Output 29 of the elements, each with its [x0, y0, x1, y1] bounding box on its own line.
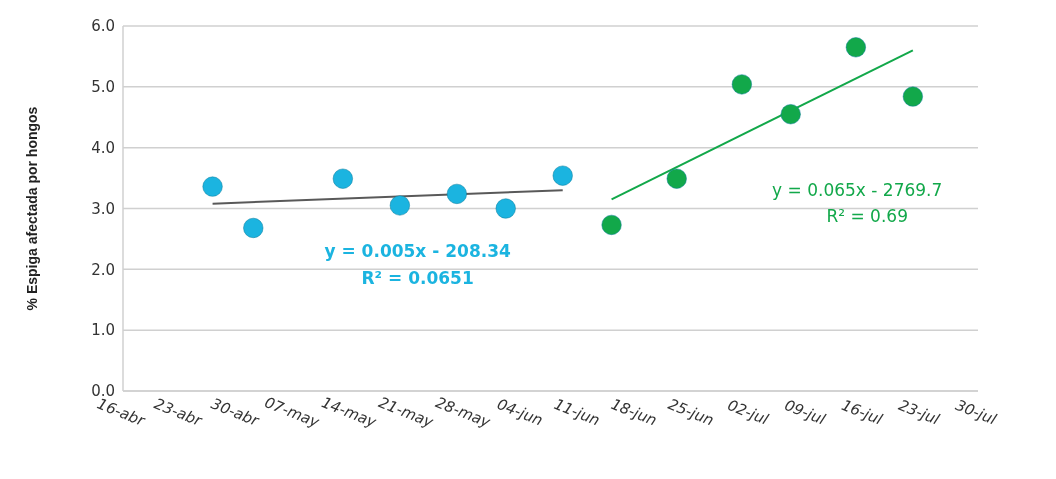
point: [731, 74, 752, 95]
x-tick-label: 09-jul: [781, 395, 829, 429]
point: [389, 195, 410, 216]
annotation: R² = 0.0651: [361, 267, 474, 288]
point: [552, 165, 573, 186]
point: [332, 168, 353, 189]
x-tick-label: 16-jul: [838, 395, 886, 429]
x-tick-label: 02-jul: [724, 395, 772, 429]
y-tick-label: 2.0: [91, 260, 115, 279]
y-tick-label: 1.0: [91, 321, 115, 340]
point: [666, 168, 687, 189]
point: [780, 104, 801, 125]
y-tick-label: 4.0: [91, 138, 115, 157]
point: [243, 217, 264, 238]
y-axis-title: % Espiga afectada por hongos: [23, 106, 40, 311]
annotation: y = 0.005x - 208.34: [324, 240, 512, 261]
x-tick-label: 23-jul: [895, 395, 943, 429]
x-tick-label: 30-jul: [952, 395, 1000, 429]
y-tick-label: 6.0: [91, 17, 115, 36]
point: [446, 183, 467, 204]
point: [845, 37, 866, 58]
y-tick-label: 5.0: [91, 78, 115, 97]
annotation: R² = 0.69: [826, 205, 908, 226]
y-tick-label: 3.0: [91, 199, 115, 218]
point: [601, 214, 622, 235]
point: [202, 176, 223, 197]
point: [495, 198, 516, 219]
annotation: y = 0.065x - 2769.7: [772, 179, 943, 200]
point: [902, 86, 923, 107]
